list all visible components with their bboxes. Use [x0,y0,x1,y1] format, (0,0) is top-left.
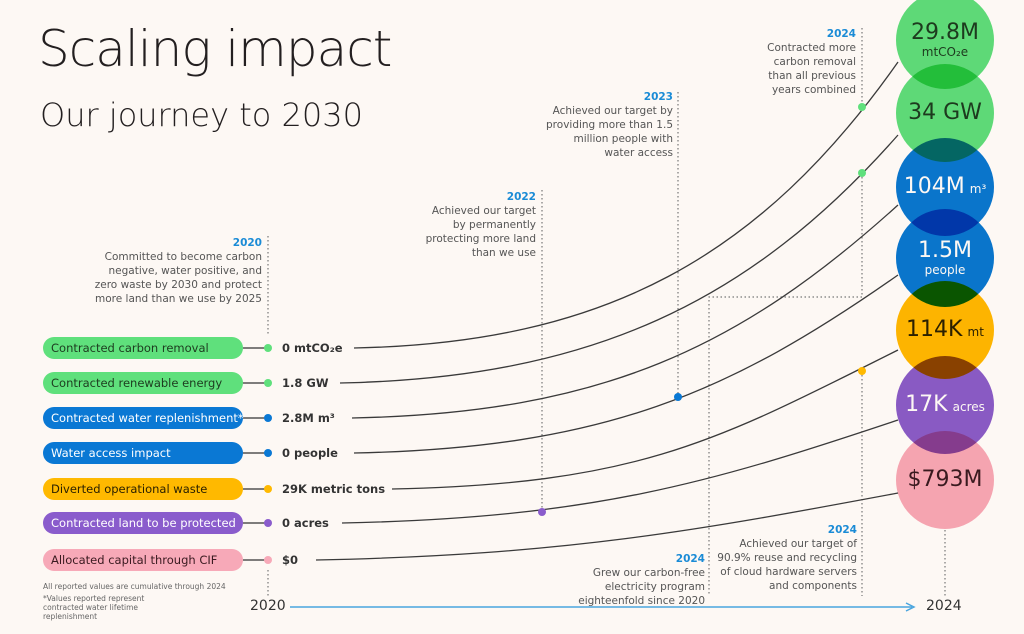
axis-end-label: 2024 [926,598,962,614]
metric-end-circle: $793M [896,431,994,529]
milestone-2024-carbon: 2024 Contracted more carbon removal than … [767,28,856,96]
metric-end-value: $793M [907,467,983,492]
metric-end-value: 104M [903,174,965,199]
metric-start-value: 1.8 GW [278,374,333,392]
metric-label: Contracted land to be protected [43,512,243,534]
metric-label: Contracted renewable energy [43,372,243,394]
metric-label: Allocated capital through CIF [43,549,243,571]
start-dot [264,344,272,352]
milestone-2024-recycling: 2024 Achieved our target of 90.9% reuse a… [717,524,857,592]
metric-end-unit: acres [952,400,985,414]
dotted-guide [708,173,863,596]
footnote-water: *Values reported represent contracted wa… [43,594,145,621]
growth-curve [353,274,899,454]
growth-curve [353,61,899,349]
arrow-icon [905,602,916,612]
start-dot [264,449,272,457]
milestone-2023: 2023 Achieved our target by providing mor… [546,91,673,159]
growth-curve [351,204,899,419]
metric-start-value: 0 acres [278,514,333,532]
metric-end-value: 34 GW [908,100,982,125]
start-dot [264,519,272,527]
growth-curve [339,134,899,384]
page-subtitle: Our journey to 2030 [40,96,363,134]
axis-start-label: 2020 [250,598,286,614]
start-dot [264,556,272,564]
metric-label: Water access impact [43,442,243,464]
metric-start-value: 29K metric tons [278,480,390,498]
milestone-2020: 2020 Committed to become carbon negative,… [94,237,262,305]
growth-curve [315,492,899,561]
milestone-2022: 2022 Achieved our target by permanently p… [425,191,536,259]
start-dot [264,379,272,387]
metric-start-value: 0 people [278,444,342,462]
metric-label: Contracted water replenishment* [43,407,244,429]
metric-end-value: 17K [905,392,948,417]
metric-end-value: 114K [906,317,963,342]
metric-label: Diverted operational waste [43,478,243,500]
start-dot [264,485,272,493]
growth-curve [391,349,899,490]
metric-end-unit: people [924,263,966,277]
metric-label: Contracted carbon removal [43,337,243,359]
metric-end-value: 1.5M [918,238,972,263]
milestone-dot [538,508,546,516]
milestone-dot [858,169,866,177]
footnote-cumulative: All reported values are cumulative throu… [43,582,226,591]
metric-start-value: 0 mtCO₂e [278,339,347,357]
milestone-2024-electricity: 2024 Grew our carbon-free electricity pro… [578,553,705,607]
metric-end-value: 29.8M [911,20,979,45]
metric-end-unit: mtCO₂e [921,45,969,59]
milestone-dot [858,103,866,111]
metric-start-value: 2.8M m³ [278,409,339,427]
metric-start-value: $0 [278,551,303,569]
milestone-dot [674,393,682,401]
growth-curve [341,419,899,524]
metric-end-unit: mt [967,325,984,339]
start-dot [264,414,272,422]
page-title: Scaling impact [38,20,392,78]
milestone-dot [858,367,866,375]
metric-end-unit: m³ [969,182,987,196]
